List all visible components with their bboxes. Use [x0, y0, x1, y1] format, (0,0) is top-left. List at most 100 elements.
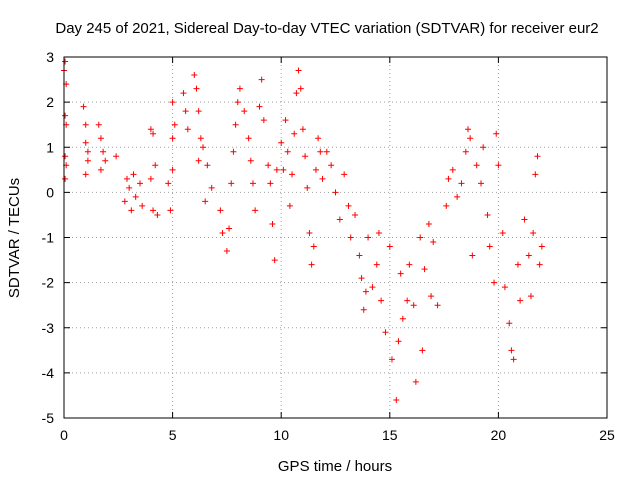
data-point [306, 229, 313, 236]
y-tick-label: -1 [42, 230, 55, 246]
data-point [323, 148, 330, 155]
data-point [297, 85, 304, 92]
data-point [245, 135, 252, 142]
data-points [61, 58, 545, 403]
data-point [195, 108, 202, 115]
data-point [256, 103, 263, 110]
data-point [128, 207, 135, 214]
data-point [310, 243, 317, 250]
data-point [530, 229, 537, 236]
data-point [95, 121, 102, 128]
data-point [247, 157, 254, 164]
data-point [304, 184, 311, 191]
data-point [308, 261, 315, 268]
x-tick-label: 25 [599, 427, 615, 443]
data-point [169, 135, 176, 142]
y-tick-label: 0 [46, 184, 54, 200]
x-tick-label: 0 [60, 427, 68, 443]
data-point [165, 180, 172, 187]
data-point [280, 166, 287, 173]
data-point [501, 284, 508, 291]
data-point [113, 153, 120, 160]
data-point [406, 261, 413, 268]
y-tick-label: 1 [46, 139, 54, 155]
data-point [169, 166, 176, 173]
data-point [197, 135, 204, 142]
data-point [365, 234, 372, 241]
data-point [150, 207, 157, 214]
data-point [208, 184, 215, 191]
data-point [100, 148, 107, 155]
data-point [252, 207, 259, 214]
data-point [121, 198, 128, 205]
data-point [467, 135, 474, 142]
data-point [271, 257, 278, 264]
data-point [508, 347, 515, 354]
data-point [302, 153, 309, 160]
data-point [273, 166, 280, 173]
data-point [295, 67, 302, 74]
data-point [102, 157, 109, 164]
data-point [378, 297, 385, 304]
data-point [480, 144, 487, 151]
data-point [493, 130, 500, 137]
data-point [510, 356, 517, 363]
data-point [514, 261, 521, 268]
data-point [123, 175, 130, 182]
data-point [202, 198, 209, 205]
y-tick-label: 2 [46, 94, 54, 110]
y-tick-label: -2 [42, 275, 55, 291]
grid-lines [64, 57, 607, 418]
y-axis-label: SDTVAR / TECUs [6, 178, 23, 298]
data-point [241, 108, 248, 115]
data-point [449, 166, 456, 173]
data-point [532, 171, 539, 178]
data-point [332, 189, 339, 196]
data-point [230, 148, 237, 155]
data-point [525, 252, 532, 259]
data-point [464, 126, 471, 133]
data-point [299, 126, 306, 133]
data-point [434, 302, 441, 309]
data-point [82, 121, 89, 128]
data-point [228, 180, 235, 187]
data-point [223, 248, 230, 255]
data-point [362, 288, 369, 295]
data-point [382, 329, 389, 336]
data-point [152, 162, 159, 169]
data-point [265, 162, 272, 169]
data-point [147, 126, 154, 133]
data-point [317, 148, 324, 155]
data-point [336, 216, 343, 223]
data-point [291, 130, 298, 137]
data-point [234, 99, 241, 106]
x-tick-label: 20 [491, 427, 507, 443]
data-point [217, 207, 224, 214]
x-axis-label: GPS time / hours [278, 458, 392, 475]
data-point [397, 270, 404, 277]
data-point [312, 166, 319, 173]
data-point [62, 58, 69, 65]
data-point [373, 261, 380, 268]
data-point [404, 297, 411, 304]
data-point [84, 148, 91, 155]
data-point [150, 130, 157, 137]
y-tick-label: -4 [42, 365, 55, 381]
x-tick-label: 15 [382, 427, 398, 443]
data-point [388, 356, 395, 363]
data-point [82, 139, 89, 146]
data-point [147, 175, 154, 182]
x-tick-label: 5 [169, 427, 177, 443]
data-point [284, 148, 291, 155]
data-point [82, 171, 89, 178]
data-point [139, 202, 146, 209]
data-point [169, 99, 176, 106]
data-point [260, 117, 267, 124]
data-point [534, 153, 541, 160]
y-tick-label: 3 [46, 49, 54, 65]
data-point [430, 239, 437, 246]
data-point [473, 162, 480, 169]
y-tick-label: -3 [42, 320, 55, 336]
data-point [319, 175, 326, 182]
data-point [506, 320, 513, 327]
